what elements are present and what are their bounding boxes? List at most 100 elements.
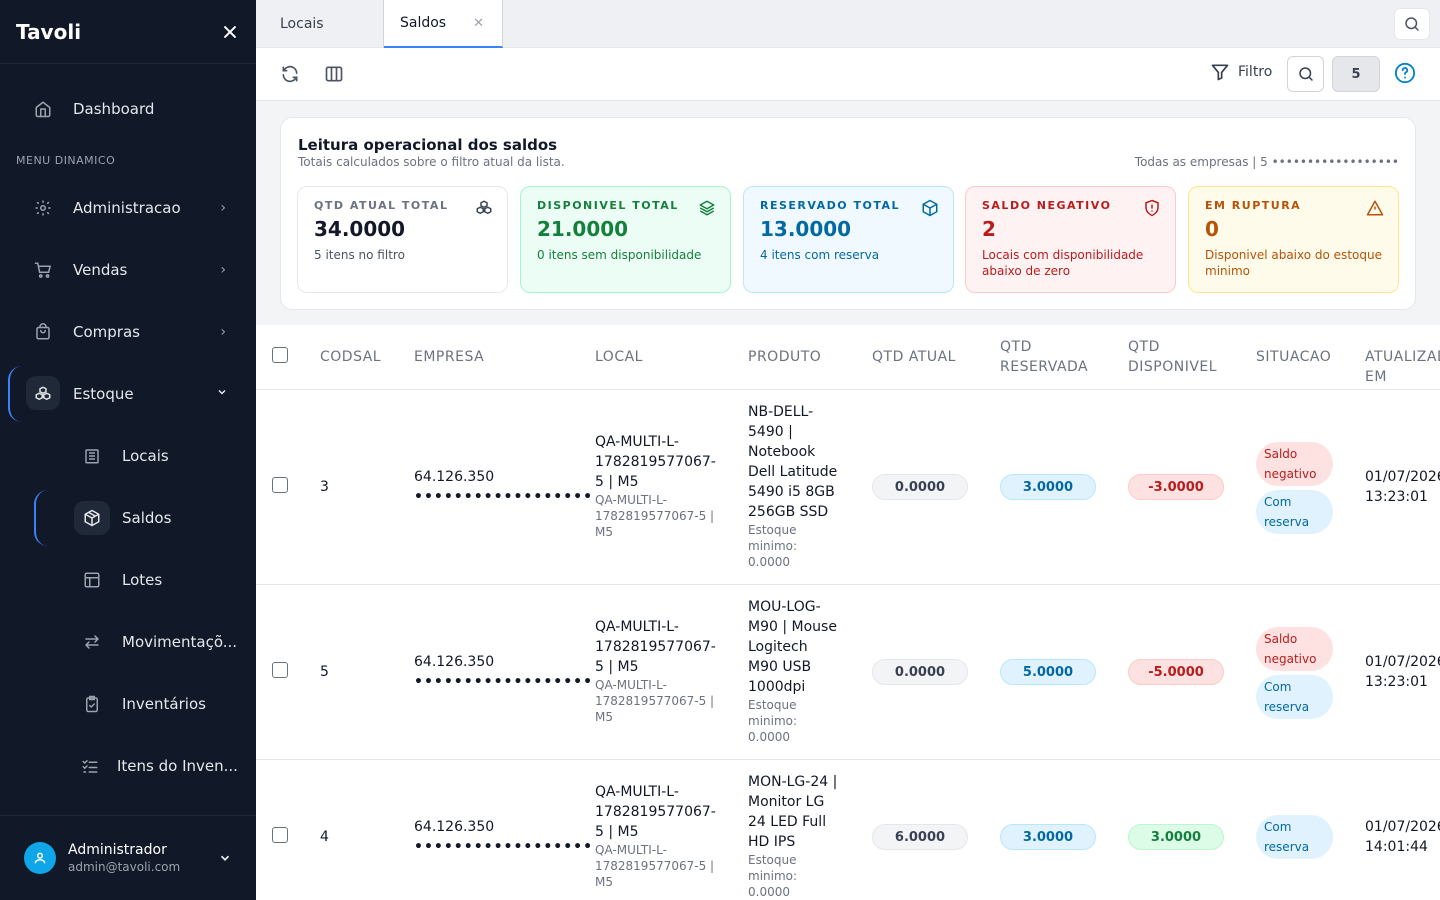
sidebar-item-estoque[interactable]: Estoque xyxy=(0,374,256,414)
row-checkbox[interactable] xyxy=(272,662,288,678)
sidebar-subitem-itens-inventario[interactable]: Itens do Inven... xyxy=(0,746,256,786)
user-menu[interactable]: Administrador admin@tavoli.com xyxy=(0,815,256,900)
header-qtd-reservada[interactable]: QTD RESERVADA xyxy=(1000,337,1088,377)
saldos-table: CODSAL EMPRESA LOCAL PRODUTO QTD ATUAL Q… xyxy=(256,325,1440,900)
kpi-note: Disponivel abaixo do estoque minimo xyxy=(1205,248,1382,278)
header-line: DISPONIVEL xyxy=(1128,359,1218,375)
cell-local: QA-MULTI-L- 1782819577067- 5 | M5 QA-MUL… xyxy=(595,617,716,725)
local-sub: QA-MULTI-L- xyxy=(595,843,667,857)
toolbar: Filtro 5 xyxy=(256,48,1440,101)
columns-icon xyxy=(325,66,343,82)
sidebar-subitem-inventarios[interactable]: Inventários xyxy=(0,684,256,724)
produto-line: MOU-LOG- xyxy=(748,599,821,615)
empresa-cnpj: 64.126.350 xyxy=(414,654,495,670)
cart-icon xyxy=(33,260,53,280)
local-sub: 1782819577067-5 | xyxy=(595,859,715,873)
empresa-masked-name: •••••••••••••••••• xyxy=(414,839,594,855)
filter-button[interactable]: Filtro xyxy=(1210,62,1272,82)
gear-icon xyxy=(33,198,53,218)
local-sub: 1782819577067-5 | xyxy=(595,509,715,523)
sidebar-item-vendas[interactable]: Vendas › xyxy=(0,250,256,290)
header-qtd-disponivel[interactable]: QTD DISPONIVEL xyxy=(1128,337,1217,377)
sidebar-subitem-label: Lotes xyxy=(122,571,163,589)
kpi-note: 5 itens no filtro xyxy=(314,248,405,262)
status-badge: Com reserva xyxy=(1256,490,1333,534)
sidebar-item-dashboard[interactable]: Dashboard xyxy=(0,89,256,129)
avatar xyxy=(24,842,56,874)
row-checkbox[interactable] xyxy=(272,477,288,493)
layout-icon xyxy=(82,570,102,590)
brand-logo: Tavoli xyxy=(16,19,82,44)
cell-atualizado: 01/07/2026 13:23:01 xyxy=(1365,467,1440,507)
row-checkbox[interactable] xyxy=(272,827,288,843)
header-local[interactable]: LOCAL xyxy=(595,349,643,365)
help-button[interactable] xyxy=(1394,62,1416,88)
table-row[interactable]: 4 64.126.350 •••••••••••••••••• QA-MULTI… xyxy=(256,760,1440,900)
header-line: EM xyxy=(1365,369,1387,385)
sidebar-subitem-lotes[interactable]: Lotes xyxy=(0,560,256,600)
header-line: QTD xyxy=(1128,339,1160,355)
chevron-right-icon: › xyxy=(220,262,226,278)
boxes-icon xyxy=(475,199,493,221)
sidebar: Tavoli Dashboard MENU DINAMICO Administr… xyxy=(0,0,256,900)
close-sidebar-icon[interactable] xyxy=(220,22,240,42)
kpi-label: RESERVADO TOTAL xyxy=(760,199,901,212)
local-sub: M5 xyxy=(595,710,613,724)
sidebar-subitem-locais[interactable]: Locais xyxy=(0,436,256,476)
sidebar-item-compras[interactable]: Compras › xyxy=(0,312,256,352)
menu-section-label: MENU DINAMICO xyxy=(16,154,116,167)
chevron-down-icon xyxy=(218,850,232,869)
refresh-button[interactable] xyxy=(276,60,304,88)
header-situacao[interactable]: SITUACAO xyxy=(1256,349,1332,365)
page-size-button[interactable]: 5 xyxy=(1332,56,1380,92)
table-row[interactable]: 5 64.126.350 •••••••••••••••••• QA-MULTI… xyxy=(256,585,1440,760)
columns-button[interactable] xyxy=(320,60,348,88)
sidebar-subitem-label: Saldos xyxy=(122,509,172,527)
estoque-minimo-value: 0.0000 xyxy=(748,885,790,899)
tab-saldos[interactable]: Saldos ✕ xyxy=(384,0,503,48)
select-all-checkbox[interactable] xyxy=(272,347,288,363)
empresa-masked-name: •••••••••••••••••• xyxy=(414,489,594,505)
sidebar-item-label: Vendas xyxy=(73,261,128,279)
header-produto[interactable]: PRODUTO xyxy=(748,349,822,365)
header-atualizado-em[interactable]: ATUALIZADO EM xyxy=(1365,347,1440,387)
kpi-note: 0 itens sem disponibilidade xyxy=(537,248,702,262)
shield-alert-icon xyxy=(1143,199,1161,221)
search-button[interactable] xyxy=(1287,56,1324,92)
active-indicator xyxy=(34,490,248,546)
estoque-minimo-label: Estoque xyxy=(748,853,797,867)
table-row[interactable]: 3 64.126.350 •••••••••••••••••• QA-MULTI… xyxy=(256,390,1440,585)
produto-line: Notebook xyxy=(748,444,816,460)
local-sub: QA-MULTI-L- xyxy=(595,678,667,692)
filter-icon xyxy=(1211,64,1229,81)
tab-locais[interactable]: Locais xyxy=(256,0,384,48)
local-line: 1782819577067- xyxy=(595,639,716,655)
produto-line: 5490 i5 8GB xyxy=(748,484,835,500)
sidebar-item-administracao[interactable]: Administracao › xyxy=(0,188,256,228)
header-line: QTD xyxy=(1000,339,1032,355)
header-qtd-atual[interactable]: QTD ATUAL xyxy=(872,349,956,365)
sidebar-subitem-movimentacoes[interactable]: Movimentaçõ... xyxy=(0,622,256,662)
qtd-atual-pill: 0.0000 xyxy=(872,474,968,500)
main-content: Locais Saldos ✕ Filtro xyxy=(256,0,1440,900)
tab-bar: Locais Saldos ✕ xyxy=(256,0,1440,48)
header-codsal[interactable]: CODSAL xyxy=(320,349,382,365)
cell-codsal: 3 xyxy=(320,479,329,495)
help-icon xyxy=(1394,62,1416,84)
summary-subtitle: Totais calculados sobre o filtro atual d… xyxy=(298,155,565,169)
sidebar-subitem-saldos[interactable]: Saldos xyxy=(0,498,256,538)
kpi-label: DISPONIVEL TOTAL xyxy=(537,199,679,212)
produto-line: MON-LG-24 | xyxy=(748,774,838,790)
package-icon xyxy=(921,199,939,221)
status-badge: Com reserva xyxy=(1256,815,1333,859)
summary-section: Leitura operacional dos saldos Totais ca… xyxy=(256,101,1440,325)
qtd-atual-pill: 6.0000 xyxy=(872,824,968,850)
close-tab-icon[interactable]: ✕ xyxy=(473,15,484,31)
global-search-button[interactable] xyxy=(1394,8,1430,40)
search-icon xyxy=(1405,17,1419,31)
kpi-value: 0 xyxy=(1205,217,1219,241)
cell-codsal: 4 xyxy=(320,829,329,845)
header-empresa[interactable]: EMPRESA xyxy=(414,349,485,365)
updated-time: 13:23:01 xyxy=(1365,674,1428,690)
kpi-value: 13.0000 xyxy=(760,217,852,241)
